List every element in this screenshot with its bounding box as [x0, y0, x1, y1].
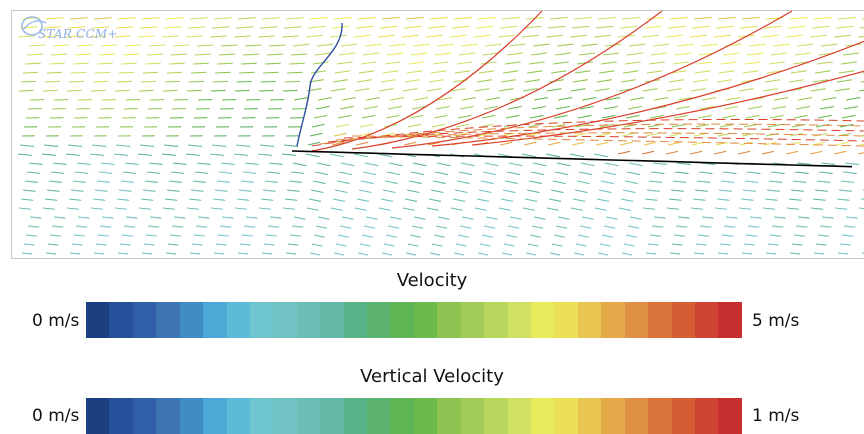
color-bar-cell — [648, 398, 671, 434]
color-bar-cell — [86, 302, 109, 338]
color-bar-cell — [461, 398, 484, 434]
color-bar-cell — [344, 398, 367, 434]
color-bar-cell — [718, 398, 741, 434]
vertical-velocity-color-bar — [86, 398, 742, 434]
vertical-velocity-legend-min-label: 0 m/s — [32, 406, 79, 426]
color-bar-cell — [508, 302, 531, 338]
color-bar-cell — [109, 302, 132, 338]
color-bar-cell — [695, 302, 718, 338]
color-bar-cell — [180, 398, 203, 434]
color-bar-cell — [531, 398, 554, 434]
color-bar-cell — [484, 302, 507, 338]
free-surface-line — [292, 151, 852, 167]
vertical-velocity-legend-title: Vertical Velocity — [0, 366, 864, 387]
color-bar-cell — [390, 398, 413, 434]
color-bar-cell — [695, 398, 718, 434]
color-bar-cell — [625, 302, 648, 338]
color-bar-cell — [320, 398, 343, 434]
color-bar-cell — [297, 302, 320, 338]
color-bar-cell — [273, 302, 296, 338]
color-bar-cell — [718, 302, 741, 338]
color-bar-cell — [437, 398, 460, 434]
velocity-arrows — [18, 17, 864, 255]
color-bar-cell — [156, 398, 179, 434]
color-bar-cell — [414, 398, 437, 434]
color-bar-cell — [109, 398, 132, 434]
color-bar-cell — [273, 398, 296, 434]
color-bar-cell — [554, 302, 577, 338]
color-bar-cell — [156, 302, 179, 338]
velocity-vector-field — [12, 11, 864, 259]
velocity-legend-max-label: 5 m/s — [752, 311, 799, 331]
color-bar-cell — [531, 302, 554, 338]
color-bar-cell — [227, 302, 250, 338]
velocity-legend-min-label: 0 m/s — [32, 311, 79, 331]
color-bar-cell — [672, 302, 695, 338]
color-bar-cell — [203, 398, 226, 434]
color-bar-cell — [203, 302, 226, 338]
color-bar-cell — [437, 302, 460, 338]
logo-text: STAR CCM+ — [38, 27, 118, 41]
color-bar-cell — [133, 398, 156, 434]
color-bar-cell — [133, 302, 156, 338]
color-bar-cell — [508, 398, 531, 434]
color-bar-cell — [648, 302, 671, 338]
color-bar-cell — [390, 302, 413, 338]
color-bar-cell — [250, 398, 273, 434]
vertical-velocity-legend-max-label: 1 m/s — [752, 406, 799, 426]
color-bar-cell — [601, 302, 624, 338]
color-bar-cell — [625, 398, 648, 434]
color-bar-cell — [86, 398, 109, 434]
velocity-color-bar — [86, 302, 742, 338]
color-bar-cell — [320, 302, 343, 338]
color-bar-cell — [601, 398, 624, 434]
color-bar-cell — [414, 302, 437, 338]
color-bar-cell — [672, 398, 695, 434]
color-bar-cell — [297, 398, 320, 434]
color-bar-cell — [367, 302, 390, 338]
color-bar-cell — [344, 302, 367, 338]
color-bar-cell — [180, 302, 203, 338]
visualization-panel[interactable]: STAR CCM+ — [11, 10, 864, 259]
color-bar-cell — [578, 302, 601, 338]
color-bar-cell — [250, 302, 273, 338]
color-bar-cell — [554, 398, 577, 434]
color-bar-cell — [367, 398, 390, 434]
color-bar-cell — [227, 398, 250, 434]
color-bar-cell — [461, 302, 484, 338]
color-bar-cell — [578, 398, 601, 434]
color-bar-cell — [484, 398, 507, 434]
velocity-legend-title: Velocity — [0, 270, 864, 291]
